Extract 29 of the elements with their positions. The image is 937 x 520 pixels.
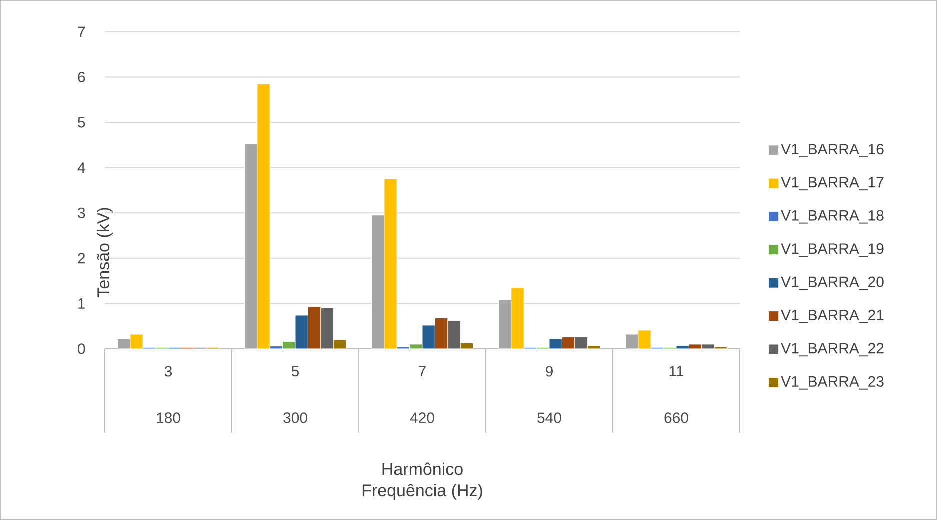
y-axis-title: Tensão (kV) xyxy=(97,208,113,298)
legend-label: V1_BARRA_20 xyxy=(781,276,884,290)
y-tick-label: 3 xyxy=(78,208,86,218)
legend-label: V1_BARRA_17 xyxy=(781,177,884,191)
text: Harmônico xyxy=(382,462,463,476)
text: 420 xyxy=(410,412,434,424)
y-tick-label: 0 xyxy=(78,344,86,354)
y-tick-label: 7 xyxy=(78,26,86,38)
legend-label: V1_BARRA_21 xyxy=(781,310,884,324)
text: 540 xyxy=(538,412,562,424)
y-tick-label: 1 xyxy=(78,298,86,309)
text: 660 xyxy=(664,412,688,424)
text: 180 xyxy=(157,412,180,424)
x-tick-label: 9 xyxy=(546,366,553,377)
legend-label: V1_BARRA_19 xyxy=(781,244,884,257)
x-tick-label: 11 xyxy=(670,366,684,377)
legend-label: V1_BARRA_16 xyxy=(781,144,884,158)
x-tick-label: 7 xyxy=(419,366,426,377)
legend-label: V1_BARRA_18 xyxy=(781,210,884,224)
text: Frequência (Hz) xyxy=(362,484,482,500)
x-tick-label: 5 xyxy=(292,366,300,377)
legend-label: V1_BARRA_23 xyxy=(781,376,884,390)
x-tick-label: 3 xyxy=(164,366,172,377)
text: 300 xyxy=(284,412,308,424)
y-tick-label: 5 xyxy=(78,117,86,128)
y-tick-label: 6 xyxy=(78,72,86,83)
y-tick-label: 4 xyxy=(78,162,86,174)
y-tick-label: 2 xyxy=(78,253,86,264)
legend-label: V1_BARRA_22 xyxy=(781,343,884,357)
